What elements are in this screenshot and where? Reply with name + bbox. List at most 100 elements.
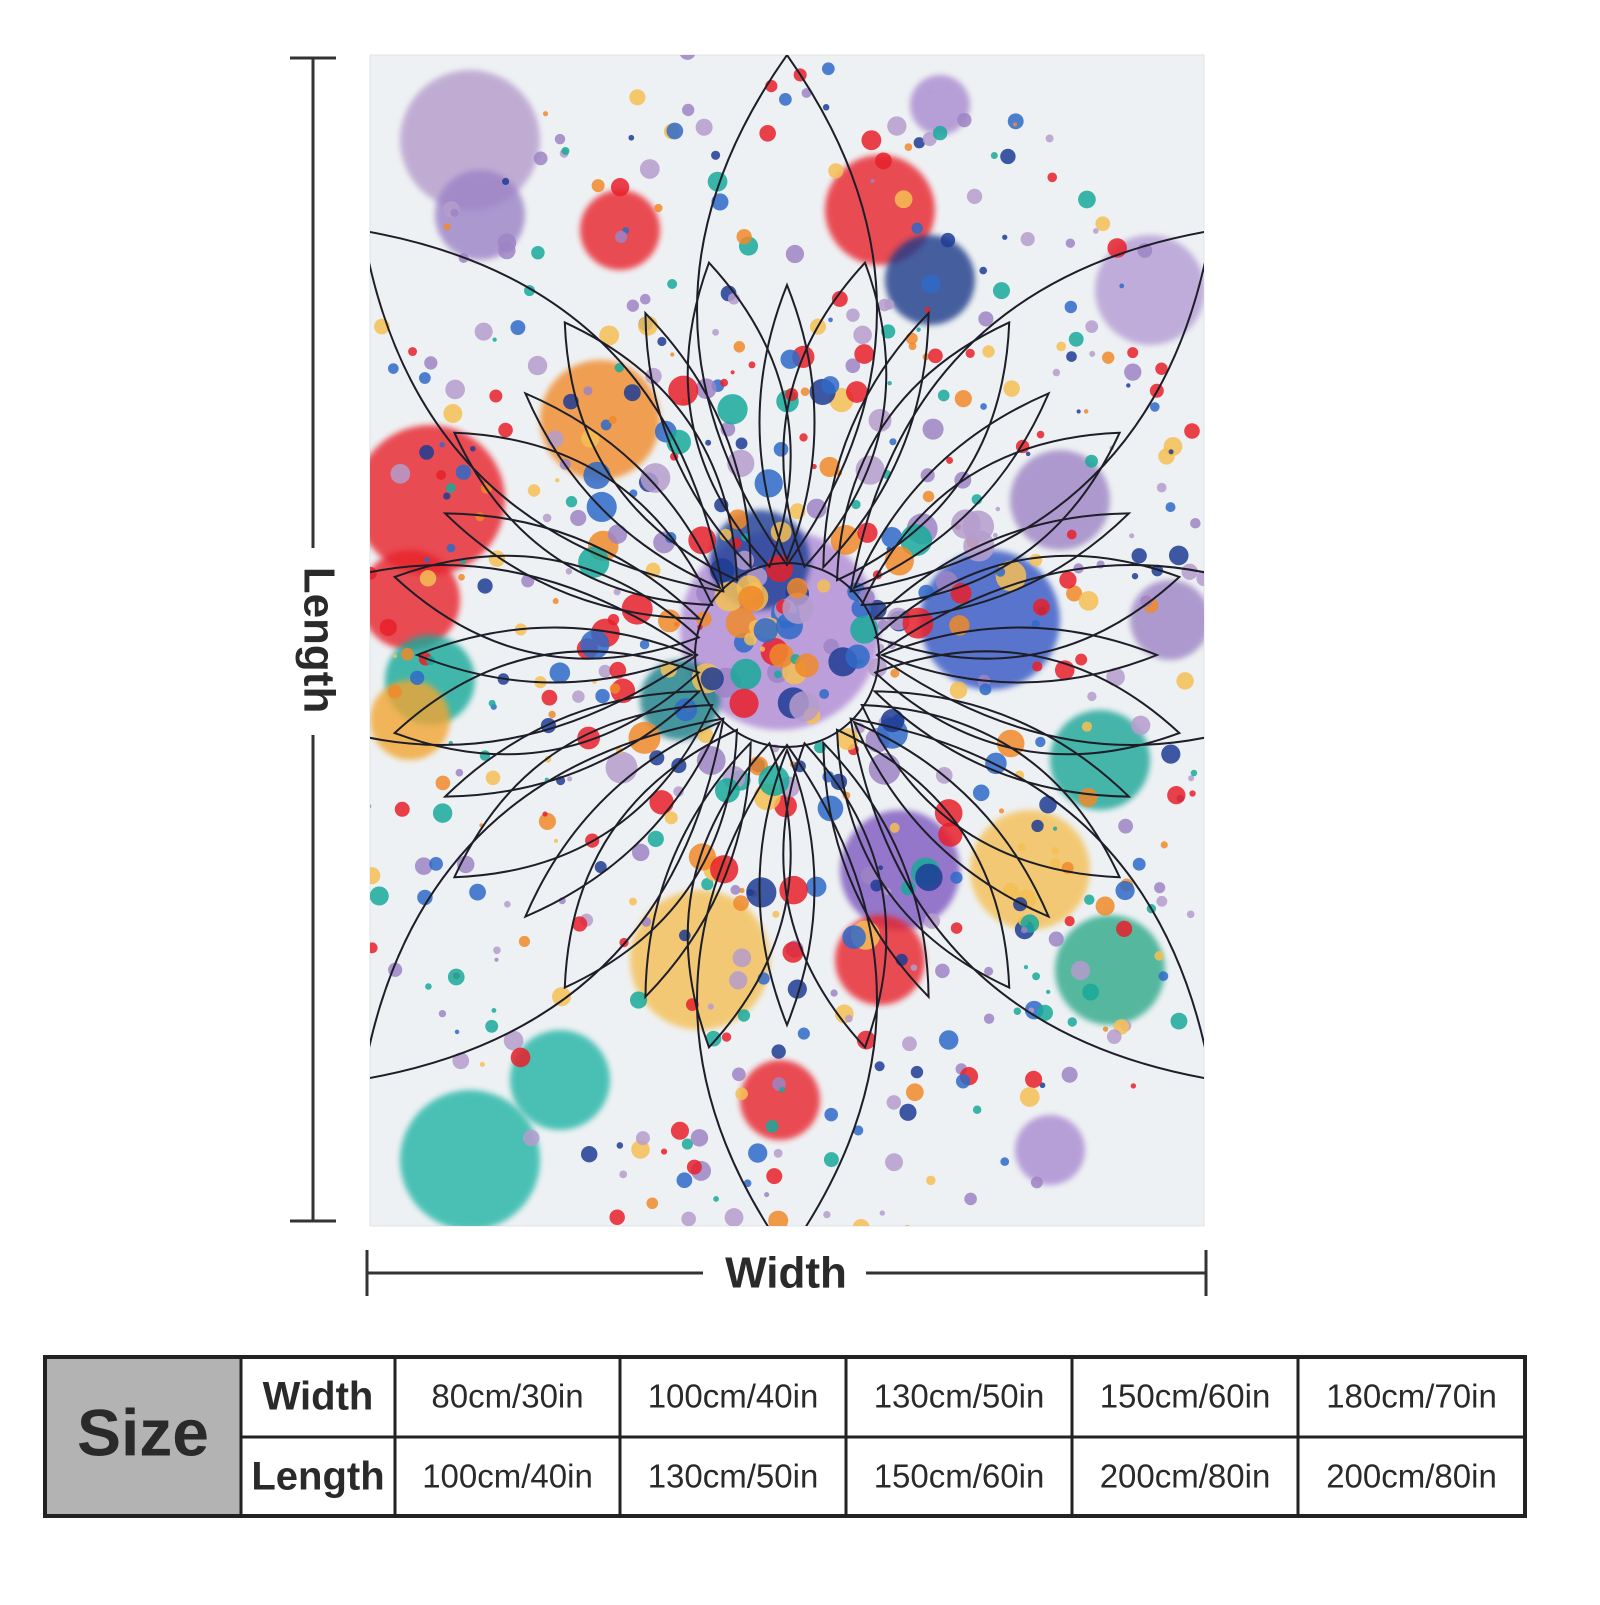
paint-drop (635, 1131, 650, 1146)
row-header: Width (263, 1375, 374, 1419)
paint-drop (1131, 572, 1139, 580)
paint-drop (902, 1036, 917, 1052)
paint-drop (949, 615, 970, 636)
paint-drop (1240, 777, 1245, 782)
paint-drop (686, 1159, 702, 1175)
paint-drop (913, 137, 925, 149)
paint-drop (949, 681, 968, 699)
paint-drop (765, 1119, 779, 1133)
paint-drop (1181, 563, 1198, 580)
paint-drop (1002, 234, 1008, 240)
paint-drop (1219, 735, 1237, 753)
paint-drop (1190, 769, 1198, 777)
paint-drop (1030, 1176, 1043, 1189)
paint-drop (1061, 1066, 1078, 1083)
paint-drop (628, 897, 637, 906)
paint-drop (797, 1027, 810, 1040)
paint-drop (1019, 1087, 1040, 1107)
paint-drop (621, 593, 653, 625)
petal (782, 260, 888, 569)
paint-drop (768, 1210, 789, 1226)
paint-drop (719, 528, 732, 541)
paint-drop (1078, 190, 1096, 209)
paint-drop (370, 566, 377, 580)
paint-drop (548, 710, 556, 719)
paint-drop (1031, 819, 1044, 833)
paint-drop (972, 784, 990, 802)
paint-drop (1002, 882, 1019, 899)
petal (835, 320, 1011, 582)
paint-drop (950, 922, 963, 934)
paint-drop (1047, 172, 1058, 183)
paint-drop (492, 337, 497, 342)
paint-drop (705, 1030, 722, 1047)
paint-drop (735, 437, 748, 450)
paint-drop (714, 778, 740, 803)
paint-drop (724, 1208, 744, 1226)
paint-drop (1186, 910, 1195, 919)
paint-drop (555, 478, 560, 483)
paint-drop (438, 1009, 447, 1018)
paint-drop (828, 163, 844, 179)
paint-drop (1149, 402, 1160, 412)
paint-drop (488, 550, 506, 567)
paint-drop (1075, 653, 1088, 666)
paint-drop (623, 384, 641, 402)
paint-drop (725, 607, 757, 639)
paint-drop (1081, 721, 1093, 732)
petal (442, 512, 702, 620)
paint-drop (794, 653, 819, 678)
paint-drop (455, 464, 472, 480)
paint-drop (450, 208, 459, 218)
size-table: Size Width 80cm/30in 100cm/40in 130cm/50in 1… (43, 1355, 1527, 1518)
paint-drop (801, 88, 812, 98)
paint-drop (1163, 437, 1183, 456)
petal (696, 743, 878, 1226)
paint-drop (599, 325, 620, 346)
paint-drop (910, 1065, 924, 1079)
paint-drop (609, 661, 627, 679)
paint-drop (712, 328, 720, 336)
paint-drop (553, 838, 558, 844)
paint-drop (1154, 951, 1164, 961)
paint-drop (1065, 238, 1076, 248)
petal (879, 626, 1160, 684)
paint-drop (780, 349, 800, 369)
paint-drop (629, 991, 648, 1009)
paint-drop (1189, 790, 1196, 797)
paint-drop (731, 1067, 746, 1082)
paint-drop (392, 653, 398, 659)
paint-drop (822, 104, 830, 111)
paint-splash (825, 155, 935, 265)
paint-drop (370, 867, 381, 885)
paint-drop (765, 554, 794, 582)
petal (696, 55, 878, 567)
paint-drop (527, 484, 541, 497)
paint-drop (1241, 485, 1256, 500)
paint-drop (1131, 715, 1151, 735)
paint-splash (580, 190, 660, 270)
paint-drop (1045, 134, 1054, 143)
paint-drop (819, 689, 830, 699)
paint-drop (800, 387, 810, 396)
paint-drop (647, 830, 664, 847)
paint-drop (1161, 744, 1181, 764)
paint-drop (978, 311, 994, 327)
paint-drop (886, 1095, 902, 1110)
paint-drop (823, 1152, 839, 1168)
paint-drop (531, 245, 545, 260)
paint-drop (308, 499, 326, 517)
paint-drop (730, 658, 762, 690)
paint-drop (639, 293, 651, 305)
paint-drop (1039, 795, 1057, 814)
paint-drop (779, 93, 792, 106)
paint-drop (787, 577, 808, 599)
paint-drop (1176, 672, 1194, 690)
paint-drop (990, 151, 998, 159)
paint-drop (666, 122, 684, 140)
paint-drop (984, 966, 994, 976)
paint-drop (594, 861, 607, 874)
paint-drop (477, 578, 493, 594)
paint-drop (470, 446, 476, 452)
paint-drop (600, 419, 612, 431)
